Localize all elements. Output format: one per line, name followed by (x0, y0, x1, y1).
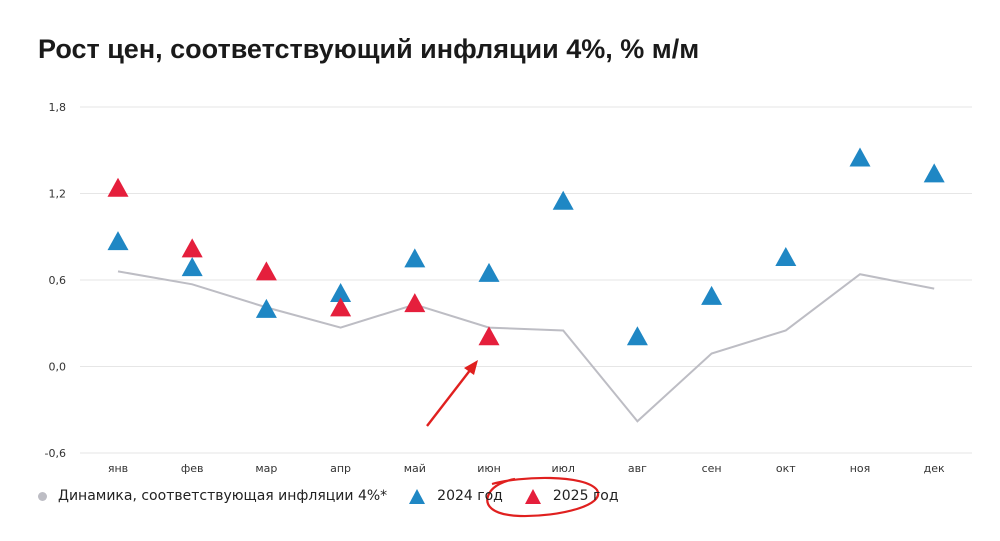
y-tick-label: 0,0 (49, 361, 67, 374)
marker-2024 (701, 285, 723, 305)
x-tick-label: янв (108, 462, 128, 475)
marker-2025 (181, 238, 203, 258)
inflation-line-series (117, 270, 935, 423)
marker-2024 (923, 163, 945, 183)
x-tick-label: ноя (850, 462, 871, 475)
marker-2025 (107, 177, 129, 197)
y-tick-label: 1,8 (49, 101, 67, 114)
x-tick-label: июн (477, 462, 501, 475)
grid-lines (80, 106, 972, 454)
marker-2024 (775, 246, 797, 266)
legend-item-2024: 2024 год (409, 488, 503, 504)
marker-2024 (181, 257, 203, 277)
x-tick-label: дек (924, 462, 945, 475)
marker-2024 (330, 283, 352, 303)
marker-2024 (255, 298, 277, 318)
legend-label: 2025 год (552, 488, 619, 504)
x-axis-ticks: янв фев мар апр май июн июл авг сен окт ноя дек (108, 462, 945, 475)
y-tick-label: -0,6 (45, 447, 66, 460)
legend-item-2025: 2025 год (524, 488, 619, 504)
legend: Динамика, соответствующая инфляции 4%* 2… (38, 488, 641, 504)
marker-2024 (107, 231, 129, 251)
marker-2024 (478, 262, 500, 282)
legend-dot-icon (38, 491, 47, 501)
x-tick-label: апр (330, 462, 351, 475)
x-tick-label: май (404, 462, 426, 475)
x-tick-label: июл (551, 462, 574, 475)
marker-2024 (552, 190, 574, 210)
marker-2025 (404, 293, 426, 313)
legend-triangle-icon (409, 488, 426, 504)
x-tick-label: сен (702, 462, 722, 475)
series-line-inflation (117, 270, 935, 423)
x-tick-label: авг (628, 462, 647, 475)
marker-2024 (626, 326, 648, 346)
marker-2024 (404, 248, 426, 268)
marker-2025 (478, 326, 500, 346)
marker-2025 (330, 297, 352, 317)
marker-2025 (255, 261, 277, 281)
legend-item-line: Динамика, соответствующая инфляции 4%* (38, 488, 387, 504)
marker-2024 (849, 147, 871, 167)
legend-triangle-icon (524, 488, 541, 504)
x-tick-label: фев (181, 462, 204, 475)
marker-series (107, 147, 945, 346)
x-tick-label: мар (255, 462, 277, 475)
y-axis-ticks: 1,8 1,2 0,6 0,0 -0,6 (45, 101, 66, 460)
x-tick-label: окт (776, 462, 796, 475)
y-tick-label: 0,6 (49, 274, 67, 287)
legend-label: Динамика, соответствующая инфляции 4%* (58, 488, 388, 504)
legend-label: 2024 год (437, 488, 503, 504)
chart-title: Рост цен, соответствующий инфляции 4%, %… (38, 34, 700, 64)
y-tick-label: 1,2 (49, 188, 67, 201)
